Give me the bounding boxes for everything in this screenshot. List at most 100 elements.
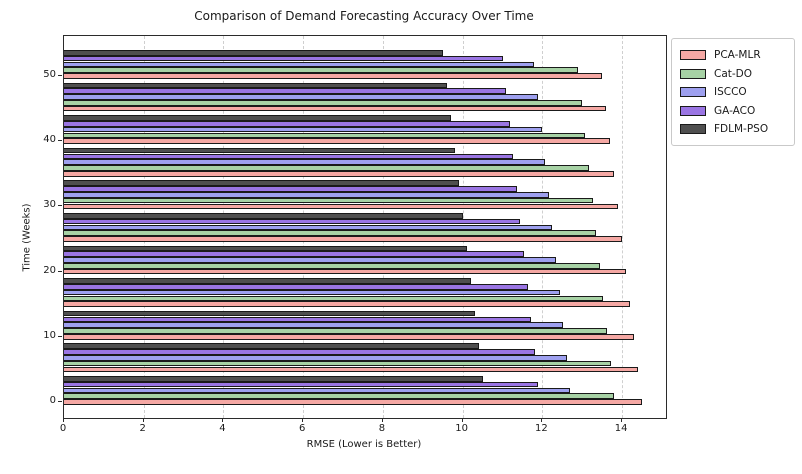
bar-PCA-MLR-week-45 xyxy=(64,105,607,112)
x-tick-label: 6 xyxy=(299,423,306,434)
bar-FDLM-PSO-week-50 xyxy=(64,49,443,56)
bar-Cat-DO-week-15 xyxy=(64,295,604,302)
y-tick-label: 30 xyxy=(43,199,56,211)
bar-PCA-MLR-week-5 xyxy=(64,366,639,373)
bar-ISCCO-week-45 xyxy=(64,94,539,100)
bar-PCA-MLR-week-10 xyxy=(64,333,635,340)
bar-GA-ACO-week-15 xyxy=(64,283,528,290)
y-tick-mark xyxy=(58,205,62,207)
bar-ISCCO-week-25 xyxy=(64,224,553,231)
x-tick-mark xyxy=(142,418,144,422)
legend-entry-ISCCO: ISCCO xyxy=(680,83,786,102)
legend-label: Cat-DO xyxy=(714,67,753,80)
x-tick-mark xyxy=(63,418,64,422)
chart-title: Comparison of Demand Forecasting Accurac… xyxy=(194,9,534,23)
legend-entry-GA-ACO: GA-ACO xyxy=(680,102,786,121)
bar-Cat-DO-week-35 xyxy=(64,165,590,171)
bar-PCA-MLR-week-30 xyxy=(64,203,619,210)
bar-GA-ACO-week-25 xyxy=(64,218,521,225)
bar-PCA-MLR-week-35 xyxy=(64,170,615,177)
legend-entry-Cat-DO: Cat-DO xyxy=(680,65,786,84)
x-tick-mark xyxy=(541,418,543,422)
bar-ISCCO-week-0 xyxy=(64,387,571,394)
plot-area xyxy=(63,35,667,419)
legend-swatch-ISCCO xyxy=(680,87,706,98)
bar-GA-ACO-week-40 xyxy=(64,120,510,127)
y-tick-mark xyxy=(58,270,62,272)
bar-PCA-MLR-week-20 xyxy=(64,268,627,275)
x-tick-mark xyxy=(302,418,304,422)
legend-label: GA-ACO xyxy=(714,104,756,117)
bar-Cat-DO-week-30 xyxy=(64,197,593,204)
legend-label: PCA-MLR xyxy=(714,49,761,62)
bar-Cat-DO-week-0 xyxy=(64,393,615,400)
x-tick-mark xyxy=(621,418,623,422)
x-tick-label: 10 xyxy=(455,423,469,434)
bar-FDLM-PSO-week-10 xyxy=(64,310,475,317)
x-tick-mark xyxy=(461,418,463,422)
bar-PCA-MLR-week-50 xyxy=(64,73,603,79)
bar-GA-ACO-week-45 xyxy=(64,88,507,95)
bar-ISCCO-week-30 xyxy=(64,191,549,198)
x-tick-label: 14 xyxy=(614,423,628,434)
bar-FDLM-PSO-week-35 xyxy=(64,147,455,154)
x-tick-mark xyxy=(381,418,383,422)
bar-Cat-DO-week-45 xyxy=(64,99,582,106)
legend-entry-PCA-MLR: PCA-MLR xyxy=(680,46,786,65)
bar-GA-ACO-week-30 xyxy=(64,186,517,192)
bar-FDLM-PSO-week-45 xyxy=(64,82,447,89)
x-tick-label: 2 xyxy=(139,423,146,434)
bar-GA-ACO-week-20 xyxy=(64,251,525,258)
x-axis-label: RMSE (Lower is Better) xyxy=(306,439,422,450)
bar-PCA-MLR-week-0 xyxy=(64,399,643,405)
bar-PCA-MLR-week-25 xyxy=(64,236,623,242)
bar-GA-ACO-week-0 xyxy=(64,381,539,388)
bar-ISCCO-week-50 xyxy=(64,61,535,68)
bar-GA-ACO-week-50 xyxy=(64,55,503,62)
x-tick-label: 8 xyxy=(378,423,386,434)
legend-swatch-PCA-MLR xyxy=(680,50,706,61)
legend-label: FDLM-PSO xyxy=(714,123,769,136)
bar-Cat-DO-week-50 xyxy=(64,67,579,74)
bar-FDLM-PSO-week-15 xyxy=(64,278,471,284)
legend-swatch-GA-ACO xyxy=(680,105,706,116)
bar-ISCCO-week-40 xyxy=(64,126,542,133)
y-tick-mark xyxy=(58,335,62,337)
bar-PCA-MLR-week-15 xyxy=(64,301,631,308)
x-tick-label: 0 xyxy=(59,423,67,434)
y-tick-mark xyxy=(58,140,62,142)
bar-FDLM-PSO-week-40 xyxy=(64,115,451,121)
bar-Cat-DO-week-40 xyxy=(64,132,586,139)
bar-PCA-MLR-week-40 xyxy=(64,138,611,145)
y-tick-label: 20 xyxy=(43,264,56,276)
y-tick-label: 0 xyxy=(49,395,56,406)
bar-ISCCO-week-10 xyxy=(64,322,564,329)
legend-label: ISCCO xyxy=(714,86,747,99)
y-tick-label: 10 xyxy=(43,329,56,341)
bar-Cat-DO-week-20 xyxy=(64,262,600,269)
x-tick-mark xyxy=(222,418,224,422)
legend-swatch-FDLM-PSO xyxy=(680,124,706,135)
x-tick-label: 4 xyxy=(219,423,226,434)
bar-ISCCO-week-20 xyxy=(64,257,556,263)
bar-GA-ACO-week-10 xyxy=(64,316,532,323)
bar-ISCCO-week-5 xyxy=(64,354,567,361)
legend-swatch-Cat-DO xyxy=(680,68,706,79)
y-axis-label: Time (Weeks) xyxy=(21,203,33,272)
legend: PCA-MLR Cat-DO ISCCO GA-ACO FDLM-PSO xyxy=(671,38,795,146)
bar-FDLM-PSO-week-20 xyxy=(64,245,467,252)
bar-FDLM-PSO-week-5 xyxy=(64,343,479,350)
x-tick-label: 12 xyxy=(535,423,548,434)
y-tick-label: 40 xyxy=(43,134,56,146)
bar-GA-ACO-week-35 xyxy=(64,153,514,160)
bar-ISCCO-week-35 xyxy=(64,159,546,166)
y-tick-label: 50 xyxy=(43,69,56,80)
bar-GA-ACO-week-5 xyxy=(64,349,535,355)
legend-entry-FDLM-PSO: FDLM-PSO xyxy=(680,120,786,139)
y-tick-mark xyxy=(58,401,62,402)
y-tick-mark xyxy=(58,75,62,76)
bar-Cat-DO-week-10 xyxy=(64,328,607,334)
bar-FDLM-PSO-week-30 xyxy=(64,180,459,187)
bar-FDLM-PSO-week-25 xyxy=(64,212,463,219)
